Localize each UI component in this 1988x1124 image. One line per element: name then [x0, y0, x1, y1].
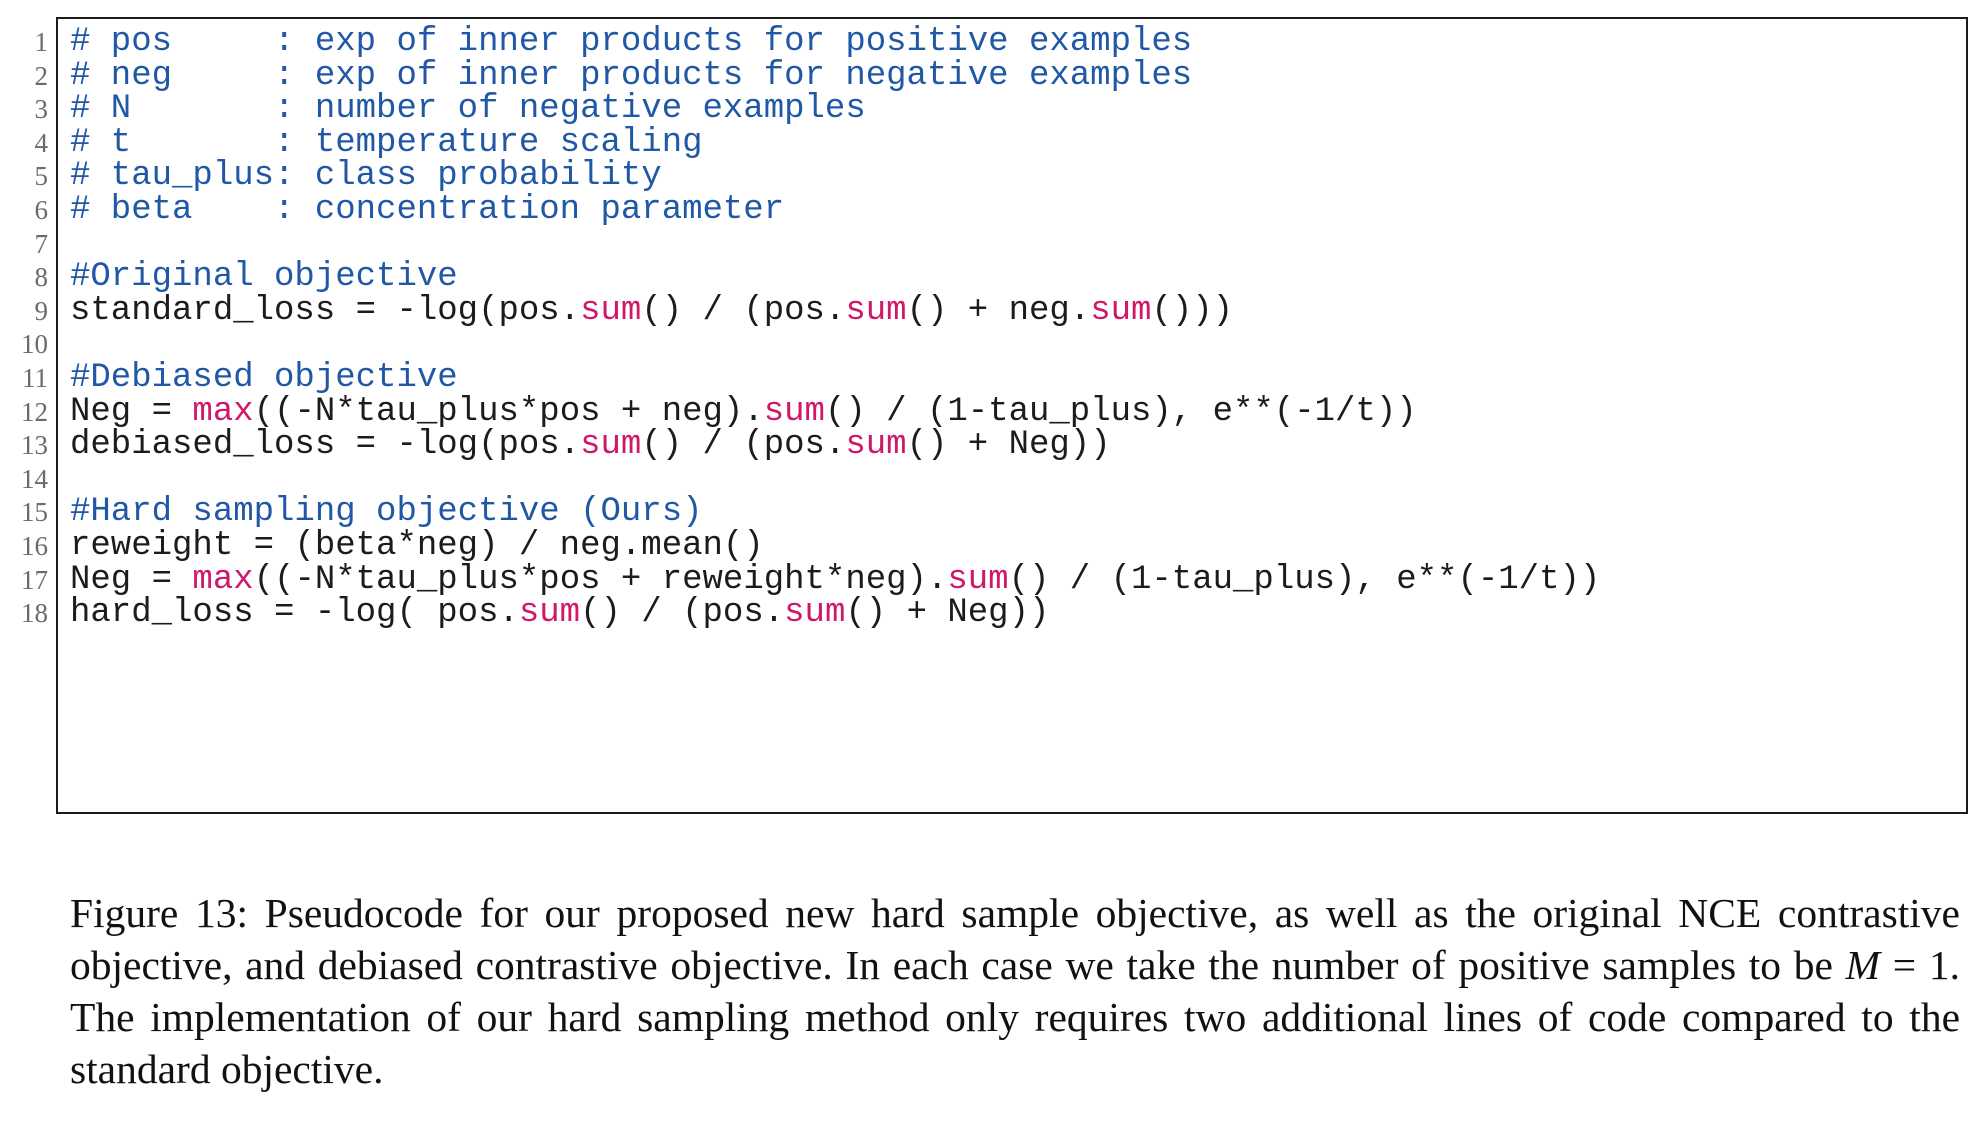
code-token: hard_loss = -log( pos. — [70, 594, 519, 632]
code-function-token: sum — [784, 594, 845, 632]
code-token: () / (pos. — [580, 594, 784, 632]
code-token: () + Neg)) — [845, 594, 1049, 632]
figure-caption: Figure 13: Pseudocode for our proposed n… — [70, 887, 1960, 1095]
caption-math-variable: M — [1846, 942, 1881, 988]
code-line: 18 hard_loss = -log( pos.sum() / (pos.sum… — [0, 592, 1960, 634]
caption-text-part-1: Pseudocode for our proposed new hard sam… — [70, 890, 1960, 988]
caption-math-rest: = 1 — [1880, 942, 1950, 988]
code-function-token: sum — [519, 594, 580, 632]
caption-paragraph: Figure 13: Pseudocode for our proposed n… — [70, 887, 1960, 1095]
code-text: hard_loss = -log( pos.sum() / (pos.sum()… — [70, 592, 1049, 634]
line-number: 18 — [0, 592, 48, 634]
caption-label: Figure 13: — [70, 890, 248, 936]
